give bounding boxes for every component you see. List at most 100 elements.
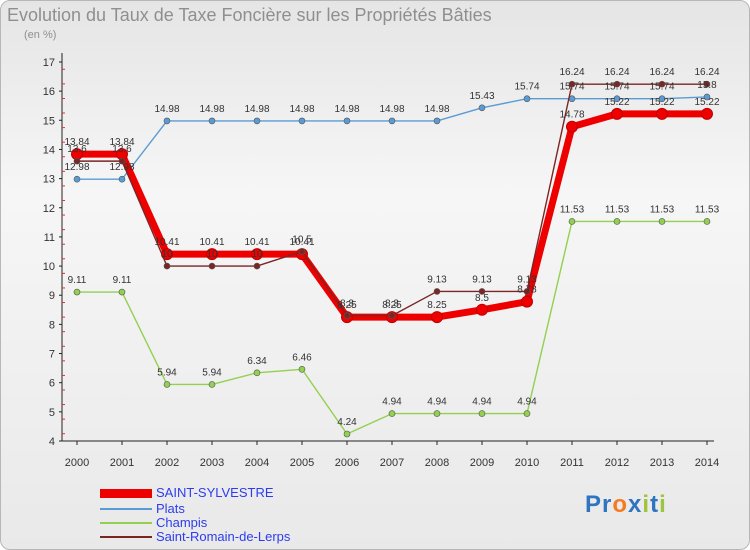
x-tick-label: 2008	[425, 457, 449, 469]
data-point-3	[703, 80, 711, 88]
y-tick-label: 13	[43, 174, 55, 186]
data-label: 6.34	[247, 356, 267, 367]
data-label: 12.98	[109, 162, 134, 173]
legend-swatch	[100, 536, 152, 538]
data-label: 15.22	[694, 97, 719, 108]
y-tick-label: 4	[49, 436, 55, 448]
data-point-1	[433, 117, 441, 125]
logo-letter: i	[659, 491, 667, 518]
x-tick-label: 2002	[155, 457, 179, 469]
data-label: 14.98	[379, 104, 404, 115]
data-point-2	[703, 218, 711, 225]
data-point-0	[521, 295, 533, 308]
data-point-3	[253, 262, 261, 270]
x-tick-label: 2000	[65, 457, 89, 469]
data-label: 16.24	[559, 67, 584, 78]
data-label: 8.5	[475, 293, 489, 304]
y-tick-label: 8	[49, 319, 55, 331]
x-tick-label: 2001	[110, 457, 134, 469]
y-tick-label: 9	[49, 290, 55, 302]
data-label: 15.74	[649, 82, 674, 93]
data-point-3	[523, 288, 531, 295]
data-label: 15.22	[604, 97, 629, 108]
data-point-1	[298, 117, 306, 125]
x-tick-label: 2005	[290, 457, 314, 469]
data-point-3	[433, 288, 441, 295]
data-point-0	[701, 107, 713, 120]
y-tick-label: 7	[49, 349, 55, 361]
data-label: 13.84	[64, 137, 89, 148]
data-label: 9.13	[427, 274, 447, 285]
data-label: 6.46	[292, 352, 312, 363]
logo-letter: x	[628, 491, 643, 518]
x-tick-label: 2007	[380, 457, 404, 469]
data-label: 15.74	[604, 82, 629, 93]
x-tick-label: 2014	[695, 457, 719, 469]
y-tick-label: 5	[49, 407, 55, 419]
data-label: 4.94	[472, 397, 492, 408]
x-tick-label: 2012	[605, 457, 629, 469]
x-tick-label: 2011	[560, 457, 584, 469]
data-point-1	[118, 175, 126, 183]
data-point-0	[206, 248, 218, 261]
logo-letter: r	[602, 491, 613, 518]
data-point-2	[388, 410, 396, 417]
data-point-0	[656, 107, 668, 120]
data-point-2	[613, 218, 621, 225]
data-label: 5.94	[157, 367, 177, 378]
data-label: 15.8	[697, 80, 717, 91]
data-label: 10.41	[199, 237, 224, 248]
x-tick-label: 2004	[245, 457, 269, 469]
data-label: 11.53	[695, 204, 720, 215]
data-label: 14.98	[424, 104, 449, 115]
data-label: 8.3	[385, 299, 399, 310]
y-tick-label: 10	[43, 261, 55, 273]
data-point-3	[298, 248, 306, 255]
series-line-0	[77, 110, 707, 321]
y-tick-label: 6	[49, 378, 55, 390]
legend-item: Champis	[100, 516, 207, 530]
proxiti-logo: Proxiti	[585, 491, 667, 519]
x-tick-label: 2006	[335, 457, 359, 469]
data-point-2	[118, 288, 126, 296]
data-point-3	[388, 312, 396, 319]
data-label: 14.78	[559, 110, 584, 121]
data-label: 13.6	[67, 144, 87, 155]
data-label: 12.98	[64, 162, 89, 173]
data-label: 10.41	[154, 237, 179, 248]
data-point-1	[163, 117, 171, 125]
data-point-2	[73, 288, 81, 296]
data-point-1	[703, 93, 711, 101]
data-label: 14.98	[289, 104, 314, 115]
data-label: 10.41	[244, 237, 269, 248]
legend-item: SAINT-SYLVESTRE	[100, 486, 274, 500]
data-point-2	[208, 381, 216, 388]
legend-label: Plats	[156, 501, 185, 516]
logo-letter: P	[585, 491, 603, 518]
data-point-2	[568, 218, 576, 225]
data-point-3	[343, 312, 351, 319]
legend-swatch	[100, 508, 152, 510]
logo-letter: t	[650, 491, 660, 518]
data-label: 4.94	[427, 397, 447, 408]
y-tick-label: 11	[44, 232, 55, 244]
data-label: 15.74	[514, 82, 539, 93]
data-label: 14.98	[334, 104, 359, 115]
data-point-0	[476, 303, 488, 316]
data-label: 8.78	[517, 285, 537, 296]
x-tick-label: 2009	[470, 457, 494, 469]
data-label: 11.53	[605, 204, 630, 215]
y-tick-label: 16	[43, 86, 55, 98]
data-label: 14.98	[199, 104, 224, 115]
y-tick-label: 15	[43, 115, 55, 127]
data-label: 11.53	[650, 204, 675, 215]
data-point-0	[431, 311, 443, 324]
data-label: 9.13	[472, 274, 492, 285]
y-tick-label: 17	[43, 57, 55, 69]
data-point-1	[523, 95, 531, 103]
data-point-3	[73, 157, 81, 165]
data-label: 10.5	[292, 235, 312, 246]
y-tick-label: 12	[43, 203, 55, 215]
